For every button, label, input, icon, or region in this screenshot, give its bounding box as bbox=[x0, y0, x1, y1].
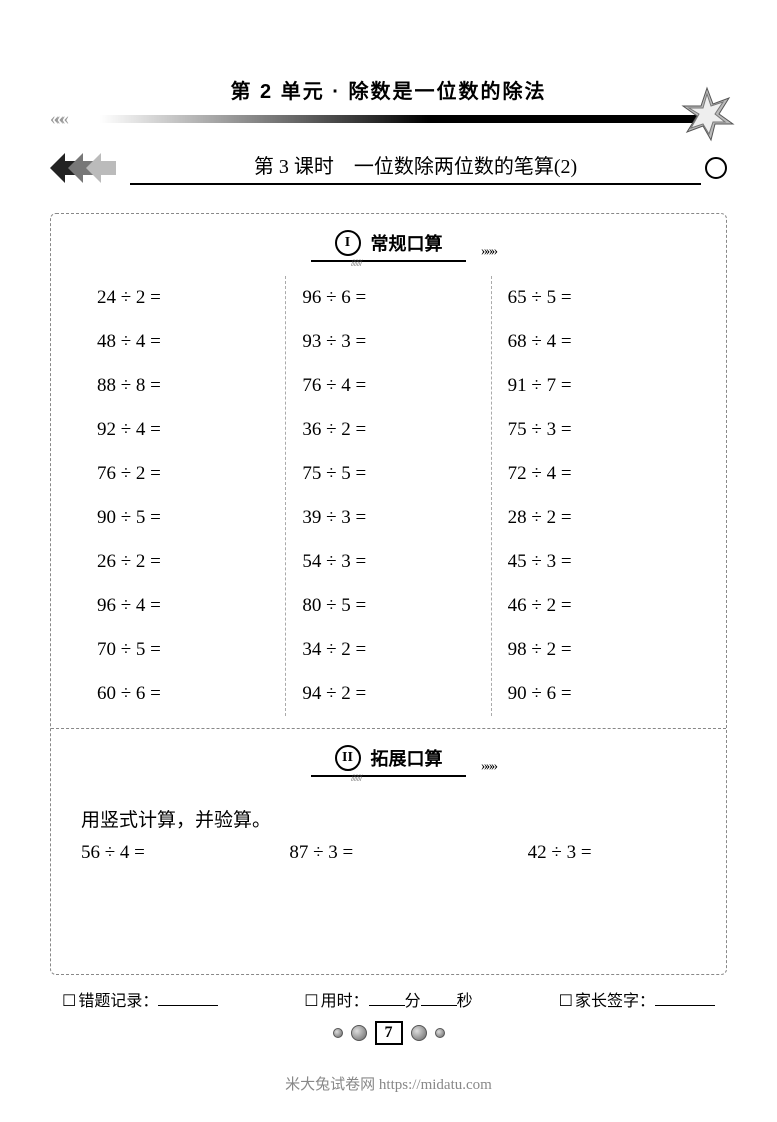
time-label: 用时： bbox=[321, 987, 369, 1011]
star-icon bbox=[677, 84, 737, 144]
problem-column: 65 ÷ 5 = 68 ÷ 4 = 91 ÷ 7 = 75 ÷ 3 = 72 ÷… bbox=[492, 276, 696, 716]
problem: 39 ÷ 3 = bbox=[302, 496, 474, 540]
arrows-icon: »»» bbox=[481, 759, 496, 775]
problem: 26 ÷ 2 = bbox=[97, 540, 269, 584]
gradient-bar bbox=[100, 115, 697, 123]
problem: 70 ÷ 5 = bbox=[97, 628, 269, 672]
dot-icon bbox=[411, 1025, 427, 1041]
errors-label: 错题记录： bbox=[78, 987, 158, 1011]
header-divider: ««« bbox=[50, 112, 727, 126]
time-record: ☐ 用时： 分 秒 bbox=[304, 987, 472, 1011]
circle-decor-icon bbox=[705, 157, 727, 179]
dot-icon bbox=[333, 1028, 343, 1038]
problem: 46 ÷ 2 = bbox=[508, 584, 680, 628]
problem: 90 ÷ 6 = bbox=[508, 672, 680, 716]
problem: 93 ÷ 3 = bbox=[302, 320, 474, 364]
arrows-icon: »»» bbox=[481, 244, 496, 260]
watermark: 米大兔试卷网 https://midatu.com bbox=[50, 1073, 727, 1094]
page-number: 7 bbox=[375, 1021, 403, 1045]
unit-title: 第 2 单元 · 除数是一位数的除法 bbox=[50, 75, 727, 104]
dot-icon bbox=[435, 1028, 445, 1038]
section2-problems: 56 ÷ 4 = 87 ÷ 3 = 42 ÷ 3 = bbox=[81, 842, 696, 864]
lesson-title: 第 3 课时 一位数除两位数的笔算(2) bbox=[130, 150, 701, 185]
problem: 94 ÷ 2 = bbox=[302, 672, 474, 716]
instruction: 用竖式计算，并验算。 bbox=[81, 805, 696, 832]
blank-line bbox=[158, 990, 218, 1006]
dot-icon bbox=[351, 1025, 367, 1041]
problem: 34 ÷ 2 = bbox=[302, 628, 474, 672]
problem: 65 ÷ 5 = bbox=[508, 276, 680, 320]
problem: 48 ÷ 4 = bbox=[97, 320, 269, 364]
problem-column: 24 ÷ 2 = 48 ÷ 4 = 88 ÷ 8 = 92 ÷ 4 = 76 ÷… bbox=[81, 276, 286, 716]
section1-badge: I bbox=[335, 230, 361, 256]
checkbox-icon: ☐ bbox=[559, 991, 573, 1011]
checkbox-icon: ☐ bbox=[304, 991, 318, 1011]
section2-badge: II bbox=[335, 745, 361, 771]
problem: 92 ÷ 4 = bbox=[97, 408, 269, 452]
section1-header: I 常规口算 »»» /////// bbox=[51, 214, 726, 264]
content-box: I 常规口算 »»» /////// 24 ÷ 2 = 48 ÷ 4 = 88 … bbox=[50, 213, 727, 975]
problem: 75 ÷ 3 = bbox=[508, 408, 680, 452]
problem-column: 96 ÷ 6 = 93 ÷ 3 = 76 ÷ 4 = 36 ÷ 2 = 75 ÷… bbox=[286, 276, 491, 716]
problem: 80 ÷ 5 = bbox=[302, 584, 474, 628]
time-sec: 秒 bbox=[457, 987, 473, 1011]
section2-header: II 拓展口算 »»» /////// bbox=[51, 729, 726, 779]
parent-label: 家长签字： bbox=[575, 987, 655, 1011]
blank-line bbox=[369, 990, 405, 1006]
blank-line bbox=[421, 990, 457, 1006]
problem: 24 ÷ 2 = bbox=[97, 276, 269, 320]
problem: 87 ÷ 3 = bbox=[249, 842, 457, 864]
problem: 42 ÷ 3 = bbox=[458, 842, 696, 864]
time-min: 分 bbox=[405, 987, 421, 1011]
problem: 91 ÷ 7 = bbox=[508, 364, 680, 408]
parent-sign: ☐ 家长签字： bbox=[559, 987, 715, 1011]
problem: 68 ÷ 4 = bbox=[508, 320, 680, 364]
problem: 28 ÷ 2 = bbox=[508, 496, 680, 540]
problem: 96 ÷ 6 = bbox=[302, 276, 474, 320]
problem: 36 ÷ 2 = bbox=[302, 408, 474, 452]
footer: ☐ 错题记录： ☐ 用时： 分 秒 ☐ 家长签字： bbox=[50, 975, 727, 1011]
problem: 56 ÷ 4 = bbox=[81, 842, 249, 864]
hatch-icon: /////// bbox=[351, 773, 362, 783]
chevrons-icon bbox=[50, 153, 120, 183]
section2-body: 用竖式计算，并验算。 56 ÷ 4 = 87 ÷ 3 = 42 ÷ 3 = bbox=[51, 779, 726, 974]
blank-line bbox=[655, 990, 715, 1006]
checkbox-icon: ☐ bbox=[62, 991, 76, 1011]
problem: 72 ÷ 4 = bbox=[508, 452, 680, 496]
problem: 76 ÷ 2 = bbox=[97, 452, 269, 496]
section2-title: 拓展口算 bbox=[371, 745, 443, 771]
problem: 60 ÷ 6 = bbox=[97, 672, 269, 716]
hatch-icon: /////// bbox=[351, 258, 362, 268]
problem: 45 ÷ 3 = bbox=[508, 540, 680, 584]
problem: 88 ÷ 8 = bbox=[97, 364, 269, 408]
page-number-decor: 7 bbox=[50, 1021, 727, 1045]
problem: 76 ÷ 4 = bbox=[302, 364, 474, 408]
problem: 54 ÷ 3 = bbox=[302, 540, 474, 584]
errors-record: ☐ 错题记录： bbox=[62, 987, 218, 1011]
lesson-bar: 第 3 课时 一位数除两位数的笔算(2) bbox=[50, 150, 727, 185]
section1-title: 常规口算 bbox=[371, 230, 443, 256]
chevron-left-icon: ««« bbox=[50, 108, 65, 129]
problem: 90 ÷ 5 = bbox=[97, 496, 269, 540]
problem: 98 ÷ 2 = bbox=[508, 628, 680, 672]
problem: 96 ÷ 4 = bbox=[97, 584, 269, 628]
problems-grid: 24 ÷ 2 = 48 ÷ 4 = 88 ÷ 8 = 92 ÷ 4 = 76 ÷… bbox=[51, 264, 726, 728]
problem: 75 ÷ 5 = bbox=[302, 452, 474, 496]
